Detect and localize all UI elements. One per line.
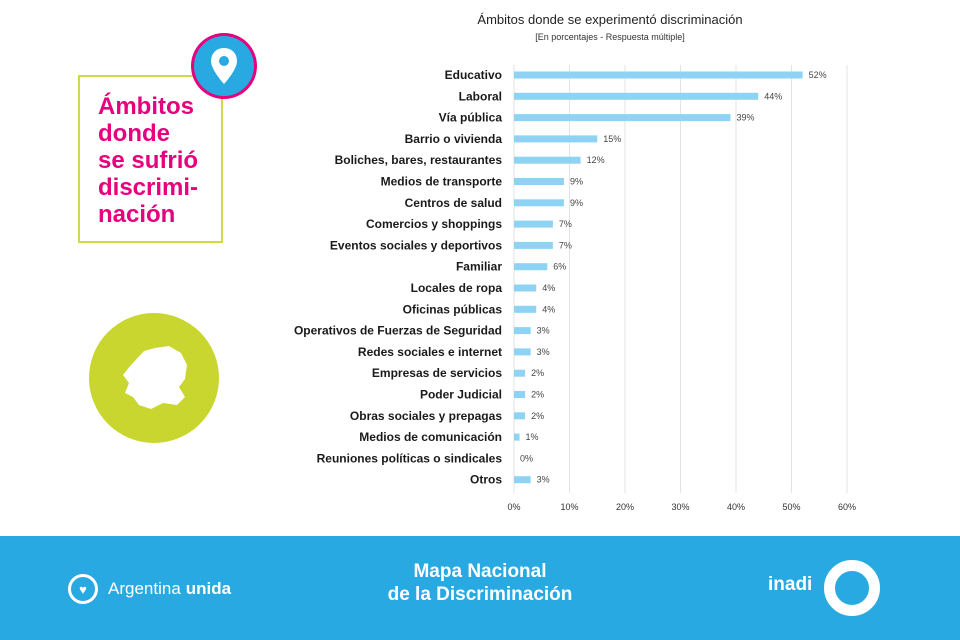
x-tick-label: 10% xyxy=(560,502,578,512)
footer: ♥ Argentina unida Mapa Nacional de la Di… xyxy=(0,536,960,640)
footer-title: Mapa Nacional de la Discriminación xyxy=(330,560,630,606)
value-label: 6% xyxy=(553,262,566,272)
panel-title: Ámbitos donde se sufrió discrimi- nación xyxy=(98,93,199,228)
value-label: 7% xyxy=(559,219,572,229)
value-label: 4% xyxy=(542,283,555,293)
bar-chart: 0% 10% 20% 30% 40% 50% 60% Educativo 52% Laboral 4… xyxy=(294,65,856,512)
category-label: Medios de transporte xyxy=(381,175,503,189)
bar xyxy=(514,284,537,292)
category-label: Redes sociales e internet xyxy=(358,345,502,359)
left-panel: Ámbitos donde se sufrió discrimi- nación xyxy=(0,0,260,536)
title-box: Ámbitos donde se sufrió discrimi- nación xyxy=(78,75,223,243)
bar xyxy=(514,241,553,249)
bar xyxy=(514,305,537,313)
value-label: 4% xyxy=(542,304,555,314)
category-label: Vía pública xyxy=(439,111,503,125)
value-label: 15% xyxy=(603,134,621,144)
value-label: 3% xyxy=(537,347,550,357)
bar xyxy=(514,71,803,79)
bar xyxy=(514,199,564,207)
category-label: Boliches, bares, restaurantes xyxy=(335,153,503,167)
inadi-logo-text: inadi xyxy=(768,574,813,595)
x-tick-label: 30% xyxy=(671,502,689,512)
inadi-ring-icon xyxy=(824,560,880,616)
category-label: Educativo xyxy=(445,68,502,82)
value-label: 3% xyxy=(537,475,550,485)
chart-area: Ámbitos donde se experimentó discriminac… xyxy=(260,0,960,536)
bar xyxy=(514,92,759,100)
category-label: Oficinas públicas xyxy=(403,302,503,316)
bar xyxy=(514,391,526,398)
category-label: Poder Judicial xyxy=(420,388,502,402)
bar xyxy=(514,327,531,335)
footer-title-line2: de la Discriminación xyxy=(387,584,573,605)
category-label: Comercios y shoppings xyxy=(366,217,502,231)
chart-subtitle: [En porcentajes - Respuesta múltiple] xyxy=(535,32,685,42)
category-label: Centros de salud xyxy=(405,196,502,210)
bar xyxy=(514,476,531,484)
category-label: Locales de ropa xyxy=(411,281,503,295)
x-tick-label: 50% xyxy=(782,502,800,512)
category-label: Laboral xyxy=(459,89,502,103)
value-label: 44% xyxy=(764,91,782,101)
x-tick-label: 0% xyxy=(507,502,520,512)
bar xyxy=(514,433,520,441)
value-label: 9% xyxy=(570,177,583,187)
bar xyxy=(514,263,548,271)
bar xyxy=(514,220,553,228)
value-label: 9% xyxy=(570,198,583,208)
brand-bold: unida xyxy=(185,579,232,598)
category-label: Familiar xyxy=(456,260,502,274)
bar xyxy=(514,114,731,122)
category-label: Eventos sociales y deportivos xyxy=(330,238,502,252)
bar xyxy=(514,178,564,185)
value-label: 7% xyxy=(559,240,572,250)
value-label: 39% xyxy=(736,113,754,123)
category-label: Operativos de Fuerzas de Seguridad xyxy=(294,324,502,338)
value-label: 12% xyxy=(587,155,605,165)
value-label: 2% xyxy=(531,368,544,378)
x-tick-label: 20% xyxy=(616,502,634,512)
heart-icon: ♥ xyxy=(68,574,98,604)
value-label: 52% xyxy=(809,70,827,80)
chart-title: Ámbitos donde se experimentó discriminac… xyxy=(477,12,743,27)
bar xyxy=(514,156,581,164)
value-label: 0% xyxy=(520,453,533,463)
bar xyxy=(514,369,526,377)
x-tick-label: 40% xyxy=(727,502,745,512)
category-label: Medios de comunicación xyxy=(359,430,502,444)
province-map-icon xyxy=(89,313,219,443)
value-label: 1% xyxy=(526,432,539,442)
value-label: 3% xyxy=(537,326,550,336)
x-tick-label: 60% xyxy=(838,502,856,512)
location-pin-icon xyxy=(191,33,257,99)
category-label: Otros xyxy=(470,473,502,487)
bar xyxy=(514,135,598,143)
category-label: Empresas de servicios xyxy=(372,366,502,380)
value-label: 2% xyxy=(531,411,544,421)
bar xyxy=(514,412,526,420)
argentina-unida-logo: ♥ Argentina unida xyxy=(68,574,231,604)
value-label: 2% xyxy=(531,390,544,400)
bar xyxy=(514,348,531,356)
category-label: Reuniones políticas o sindicales xyxy=(317,451,503,465)
brand-prefix: Argentina xyxy=(108,579,181,598)
footer-title-line1: Mapa Nacional xyxy=(413,561,547,582)
category-label: Barrio o vivienda xyxy=(405,132,503,146)
category-label: Obras sociales y prepagas xyxy=(350,409,502,423)
